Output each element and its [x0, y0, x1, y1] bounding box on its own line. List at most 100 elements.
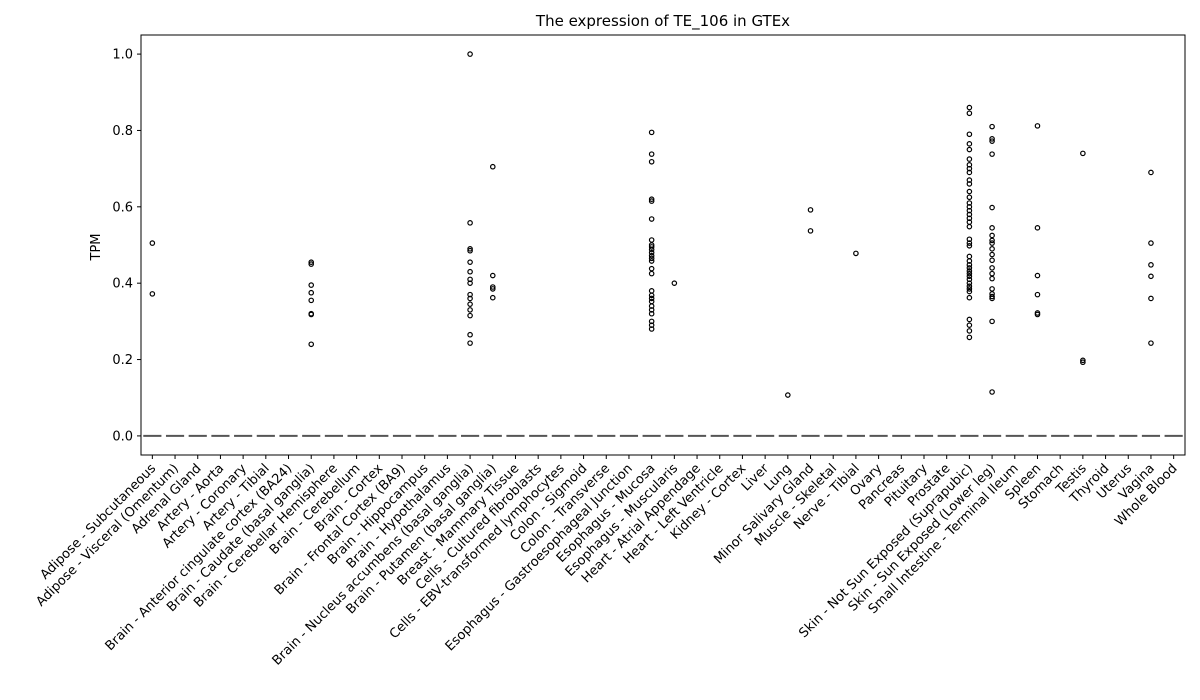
data-point	[966, 328, 973, 334]
data-point	[966, 194, 973, 201]
data-point	[467, 312, 473, 319]
data-point	[966, 181, 973, 187]
data-point	[648, 198, 655, 204]
data-point	[648, 216, 655, 222]
chart-title: The expression of TE_106 in GTEx	[535, 12, 790, 31]
data-point	[648, 244, 655, 250]
data-point	[966, 280, 973, 286]
data-point	[989, 251, 995, 258]
data-point	[1148, 240, 1154, 246]
data-point	[308, 289, 315, 296]
data-point	[966, 316, 973, 323]
data-point	[648, 237, 655, 243]
data-point	[467, 259, 473, 265]
data-point	[308, 261, 315, 267]
data-point	[989, 136, 995, 142]
data-point	[1034, 311, 1041, 318]
data-point	[989, 265, 995, 271]
data-point	[308, 259, 315, 265]
data-point	[989, 295, 995, 302]
data-point	[467, 331, 473, 338]
data-point	[966, 223, 973, 230]
data-point	[966, 288, 973, 295]
data-point	[1148, 262, 1154, 268]
data-point	[989, 246, 995, 252]
data-point	[648, 246, 655, 253]
data-point	[467, 307, 473, 313]
data-points	[149, 51, 1154, 398]
data-point	[989, 389, 995, 395]
data-point	[489, 284, 496, 290]
data-point	[467, 268, 473, 275]
data-point	[648, 288, 655, 294]
data-point	[648, 326, 655, 332]
data-point	[966, 242, 973, 249]
data-point	[989, 318, 995, 325]
y-axis: 0.0 0.2 0.4 0.6 0.8 1.0	[112, 48, 141, 444]
data-point	[989, 123, 995, 130]
data-point	[308, 297, 315, 304]
data-point	[989, 257, 995, 264]
data-point	[648, 252, 655, 259]
data-point	[989, 225, 995, 231]
data-point	[648, 255, 655, 262]
data-point	[989, 275, 995, 282]
data-point	[966, 156, 973, 162]
data-point	[807, 207, 814, 213]
data-point	[966, 294, 973, 301]
data-point	[467, 246, 473, 252]
data-point	[1080, 359, 1086, 366]
data-point	[1148, 169, 1154, 176]
data-point	[467, 247, 473, 254]
data-point	[648, 249, 655, 256]
data-point	[966, 110, 973, 117]
data-point	[966, 169, 973, 176]
data-point	[989, 232, 995, 239]
data-point	[966, 253, 973, 260]
data-point	[989, 204, 995, 211]
data-point	[1080, 150, 1086, 157]
data-point	[489, 163, 496, 170]
y-tick-label: 0.0	[112, 429, 133, 444]
data-point	[807, 228, 814, 234]
data-point	[989, 138, 995, 144]
data-point	[1148, 295, 1154, 302]
data-point	[989, 240, 995, 246]
data-point	[966, 146, 973, 153]
data-point	[648, 298, 655, 305]
y-axis-label: TPM	[89, 234, 104, 262]
data-point	[989, 293, 995, 300]
data-point	[467, 301, 473, 307]
data-point	[966, 141, 973, 147]
data-point	[467, 295, 473, 302]
data-point	[489, 272, 496, 279]
data-point	[989, 237, 995, 244]
data-point	[853, 250, 859, 257]
data-point	[308, 311, 315, 318]
y-tick-label: 0.4	[112, 277, 133, 292]
data-point	[966, 322, 973, 328]
data-point	[1148, 340, 1154, 346]
data-point	[648, 151, 655, 157]
data-point	[966, 334, 973, 341]
data-point	[966, 188, 973, 195]
data-point	[966, 240, 973, 246]
data-point	[648, 129, 655, 136]
data-point	[966, 270, 973, 277]
data-point	[308, 341, 315, 348]
data-point	[671, 280, 678, 286]
data-point	[648, 295, 655, 302]
data-point	[149, 240, 156, 246]
data-point	[785, 392, 791, 398]
data-point	[989, 151, 995, 157]
data-point	[1034, 225, 1041, 231]
data-point	[1034, 272, 1041, 279]
data-point	[467, 340, 473, 346]
y-tick-label: 0.6	[112, 200, 133, 215]
data-point	[648, 258, 655, 264]
y-tick-label: 0.2	[112, 353, 133, 368]
data-point	[966, 262, 973, 268]
data-point	[648, 292, 655, 299]
